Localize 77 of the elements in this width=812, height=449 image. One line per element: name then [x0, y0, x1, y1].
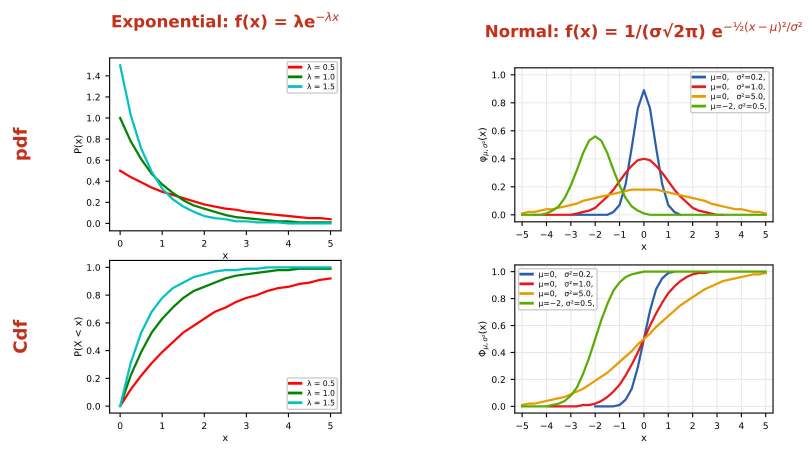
x-tick-label: −5 [516, 422, 528, 430]
x-tick-label: 5 [764, 422, 768, 430]
x-tick-label: 0 [118, 240, 122, 247]
text: Cdf [12, 320, 27, 353]
y-tick-label: 0.2 [86, 375, 100, 382]
x-tick-label: 4 [738, 231, 744, 238]
y-tick-label: 0.6 [86, 156, 100, 164]
x-tick-label: 1 [160, 422, 164, 429]
y-tick-label: 0.8 [86, 292, 100, 299]
text: pdf [12, 127, 30, 160]
x-tick-label: 4 [286, 240, 291, 247]
line-series [119, 170, 332, 220]
x-tick-label: 2 [690, 422, 695, 429]
x-tick-label: 3 [714, 422, 720, 430]
x-tick-label: −3 [565, 230, 577, 238]
y-tick-label: 0.0 [492, 212, 506, 218]
y-axis-title: φ$_{μ,σ²}$(x) [478, 128, 489, 162]
y-tick-label: 0.4 [492, 156, 506, 162]
x-tick-label: −2 [590, 422, 601, 429]
x-tick-label: 1 [666, 231, 670, 238]
y-tick-label: 0.0 [492, 403, 506, 410]
x-axis-title: x [222, 436, 228, 442]
y-tick-label: 0.2 [492, 184, 505, 190]
y-tick-label: 0.0 [86, 220, 100, 227]
y-axis-title: P(X < x) [74, 317, 83, 356]
x-tick-label: 5 [328, 422, 333, 430]
x-axis-title: x [641, 436, 646, 442]
y-tick-label: 1.4 [87, 72, 100, 80]
x-tick-label: 3 [714, 230, 720, 238]
x-axis-title: x [641, 244, 646, 250]
x-tick-label: −5 [516, 231, 528, 238]
y-tick-label: 1.2 [87, 94, 100, 100]
x-tick-label: −4 [540, 422, 553, 429]
chart-title: Exponential: f(x) = λe$^{−λx}$ [112, 12, 340, 31]
y-tick-label: 0.4 [86, 178, 100, 185]
x-axis-title: x [222, 253, 228, 259]
x-tick-label: 4 [738, 422, 744, 429]
x-tick-label: −1 [614, 231, 626, 238]
y-tick-label: 0.8 [86, 136, 100, 143]
chart-title: Normal: f(x) = 1/(σ√2π) e$^{−½(x−μ)²/σ²}$ [486, 22, 802, 40]
y-tick-label: 1.0 [492, 72, 506, 78]
y-tick-label: 1.0 [87, 264, 100, 271]
y-axis-title: Φ$_{μ,σ²}$(x) [478, 322, 489, 357]
x-tick-label: 0 [642, 422, 646, 430]
y-tick-label: 0.2 [492, 376, 505, 383]
x-tick-label: 0 [642, 230, 646, 238]
y-tick-label: 1.0 [87, 114, 100, 122]
line-series [521, 188, 767, 215]
x-tick-label: 5 [764, 231, 768, 238]
x-tick-label: 2 [202, 240, 206, 247]
y-tick-label: 0.4 [492, 349, 506, 356]
x-tick-label: −3 [565, 422, 577, 430]
y-tick-label: 1.0 [492, 268, 506, 276]
line-series [119, 116, 332, 224]
line-series [521, 135, 767, 216]
y-tick-label: 0.8 [492, 295, 506, 302]
x-tick-label: 2 [202, 422, 206, 429]
y-tick-label: 0.2 [86, 199, 100, 206]
x-tick-label: 0 [118, 422, 122, 430]
x-tick-label: 1 [160, 240, 164, 247]
line-series [570, 89, 682, 216]
x-tick-label: 3 [244, 422, 249, 430]
x-tick-label: 3 [244, 240, 249, 247]
x-tick-label: 4 [286, 422, 291, 429]
x-tick-label: 2 [690, 230, 695, 238]
y-axis-title: P(x) [74, 136, 83, 153]
x-tick-label: −1 [614, 422, 626, 429]
x-tick-label: 1 [666, 422, 670, 429]
x-tick-label: −2 [590, 230, 601, 238]
x-tick-label: 5 [328, 240, 333, 247]
y-tick-label: 0.6 [86, 320, 100, 326]
x-tick-label: −4 [540, 231, 553, 238]
y-tick-label: 0.6 [492, 128, 506, 134]
y-tick-label: 0.8 [492, 100, 506, 106]
y-tick-label: 0.0 [86, 402, 100, 410]
y-tick-label: 0.6 [492, 322, 506, 330]
y-tick-label: 0.4 [86, 347, 100, 354]
